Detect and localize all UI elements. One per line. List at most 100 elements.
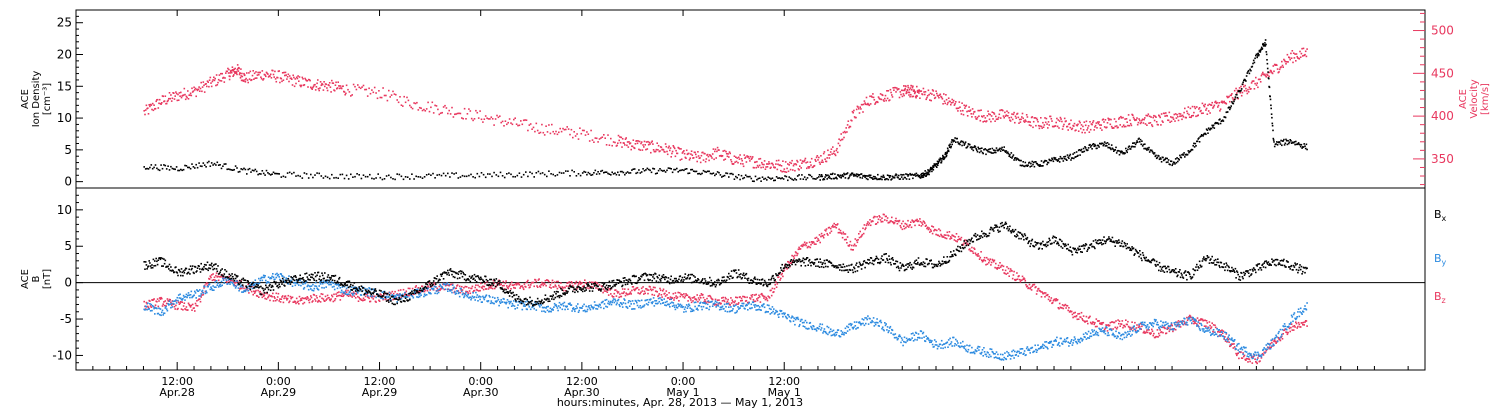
by-point (352, 294, 354, 296)
bz-point (1288, 327, 1291, 330)
velocity-point (170, 94, 172, 96)
bz-point (1150, 332, 1152, 334)
bz-point (665, 290, 668, 292)
by-point (354, 286, 356, 288)
bz-point (1177, 320, 1180, 322)
ion-density-point (280, 176, 283, 178)
velocity-point (260, 77, 263, 80)
ion-density-point (167, 165, 169, 167)
ion-density-point (575, 175, 578, 177)
velocity-point (924, 93, 926, 96)
velocity-point (680, 148, 682, 150)
by-point (282, 278, 285, 281)
bz-point (1271, 341, 1273, 344)
ion-density-point (639, 172, 642, 174)
ion-density-point (969, 143, 971, 146)
velocity-point (963, 104, 965, 107)
velocity-point (392, 90, 394, 93)
velocity-point (1044, 121, 1047, 124)
ion-density-point (937, 164, 939, 166)
by-point (181, 299, 183, 301)
bz-point (351, 296, 353, 298)
velocity-point (973, 110, 976, 113)
velocity-point (1046, 123, 1048, 125)
by-point (168, 304, 170, 306)
bz-point (684, 295, 687, 297)
by-point (505, 302, 507, 305)
bz-point (174, 308, 176, 310)
ion-density-point (392, 178, 394, 180)
by-point (432, 288, 434, 291)
velocity-point (742, 163, 744, 165)
bz-point (618, 296, 620, 299)
ion-density-point (195, 163, 197, 166)
velocity-point (919, 97, 921, 99)
bz-point (1249, 360, 1251, 363)
bz-point (875, 223, 878, 225)
ion-density-point (425, 174, 428, 176)
by-point (416, 288, 419, 291)
ion-density-point (457, 177, 460, 179)
velocity-point (846, 124, 849, 126)
velocity-point (844, 131, 847, 134)
velocity-point (236, 73, 238, 76)
bz-point (690, 299, 692, 301)
velocity-point (458, 112, 460, 115)
bz-point (761, 292, 763, 295)
bz-point (557, 280, 559, 283)
by-point (253, 282, 255, 285)
velocity-point (1213, 104, 1216, 107)
velocity-point (706, 153, 709, 156)
by-point (172, 300, 174, 303)
velocity-point (1115, 120, 1117, 123)
velocity-point (563, 128, 566, 131)
ion-density-point (459, 176, 462, 178)
velocity-point (1252, 80, 1255, 82)
bz-point (971, 250, 974, 253)
ion-density-point (225, 163, 227, 165)
bz-point (619, 293, 621, 295)
bz-point (468, 287, 470, 289)
y-tick-label: -10 (52, 348, 72, 362)
velocity-point (707, 155, 710, 158)
velocity-point (240, 68, 242, 70)
velocity-point (442, 106, 445, 108)
ion-density-point (626, 171, 629, 173)
ion-density-point (461, 174, 464, 177)
ion-density-point (836, 177, 838, 180)
velocity-point (708, 159, 710, 162)
velocity-point (286, 78, 288, 80)
velocity-point (200, 81, 202, 84)
by-point (304, 282, 306, 285)
ion-density-point (718, 171, 720, 174)
velocity-point (548, 124, 550, 126)
by-point (182, 294, 185, 297)
velocity-point (1098, 121, 1100, 123)
bz-point (850, 248, 852, 251)
velocity-point (291, 78, 293, 80)
bz-point (1279, 339, 1282, 342)
velocity-point (979, 119, 982, 122)
bz-point (333, 293, 335, 296)
velocity-point (980, 109, 982, 111)
by-point (187, 292, 190, 294)
ion-density-velocity-panel: ACEIon Density[cm⁻³] ACEVelocity[km/s] 0… (20, 9, 1491, 189)
ion-density-point (1146, 149, 1148, 151)
velocity-point (221, 72, 223, 75)
bz-point (473, 289, 476, 292)
velocity-point (1222, 101, 1225, 103)
by-point (489, 296, 491, 298)
velocity-point (619, 136, 621, 138)
ion-density-point (1172, 163, 1174, 165)
velocity-point (1102, 118, 1105, 120)
velocity-point (435, 105, 438, 107)
ion-density-point (165, 168, 168, 170)
ion-density-point (1083, 150, 1086, 153)
velocity-point (1191, 105, 1194, 108)
velocity-point (814, 158, 816, 161)
ion-density-point (941, 157, 944, 160)
velocity-point (909, 87, 912, 89)
bz-point (732, 301, 734, 303)
by-point (395, 294, 398, 296)
bz-point (659, 287, 661, 290)
